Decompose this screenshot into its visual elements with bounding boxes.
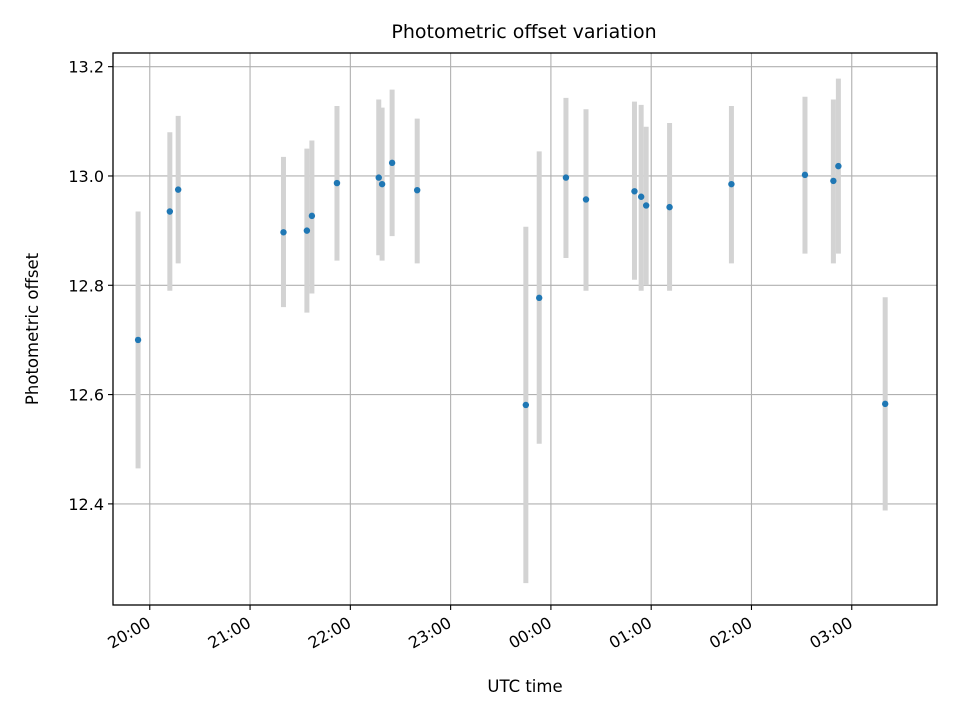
data-point bbox=[303, 227, 311, 234]
chart-title: Photometric offset variation bbox=[391, 21, 656, 43]
x-tick-label: 03:00 bbox=[806, 613, 855, 653]
y-tick-label: 13.2 bbox=[68, 58, 104, 77]
x-tick-label: 20:00 bbox=[104, 613, 153, 653]
data-point bbox=[388, 159, 396, 167]
data-point bbox=[801, 171, 809, 179]
data-point bbox=[881, 400, 889, 408]
data-point bbox=[835, 162, 842, 170]
data-point bbox=[522, 401, 530, 409]
data-point bbox=[637, 193, 645, 200]
data-point bbox=[536, 294, 543, 302]
y-tick-label: 12.4 bbox=[68, 495, 104, 514]
data-point bbox=[631, 188, 638, 195]
y-axis-title: Photometric offset bbox=[23, 252, 42, 405]
x-tick-label: 22:00 bbox=[305, 613, 354, 653]
data-point bbox=[728, 180, 735, 188]
data-point bbox=[413, 186, 421, 194]
plot-frame bbox=[112, 52, 938, 606]
data-point bbox=[378, 180, 386, 188]
data-point bbox=[166, 208, 174, 215]
data-point bbox=[174, 186, 182, 193]
data-point bbox=[134, 336, 142, 344]
data-point bbox=[830, 177, 837, 185]
data-point bbox=[308, 212, 316, 220]
x-tick-label: 02:00 bbox=[706, 613, 755, 653]
x-tick-label: 01:00 bbox=[606, 613, 655, 653]
x-tick-label: 00:00 bbox=[505, 613, 554, 653]
data-points bbox=[134, 159, 889, 409]
data-point bbox=[562, 174, 570, 181]
y-tick-label: 12.8 bbox=[68, 276, 104, 295]
x-tick-label: 21:00 bbox=[205, 613, 254, 653]
data-point bbox=[582, 196, 590, 203]
data-point bbox=[375, 174, 382, 181]
x-tick-label: 23:00 bbox=[405, 613, 454, 653]
ticks: 20:00 21:00 22:00 23:00 00:00 01:00 02:00 03:00… bbox=[68, 58, 855, 653]
data-point bbox=[280, 229, 287, 236]
data-point bbox=[666, 203, 673, 211]
x-axis-title: UTC time bbox=[487, 677, 562, 696]
data-point bbox=[333, 179, 341, 187]
y-tick-label: 12.6 bbox=[68, 386, 104, 405]
data-point bbox=[642, 202, 650, 209]
y-tick-label: 13.0 bbox=[68, 167, 104, 186]
